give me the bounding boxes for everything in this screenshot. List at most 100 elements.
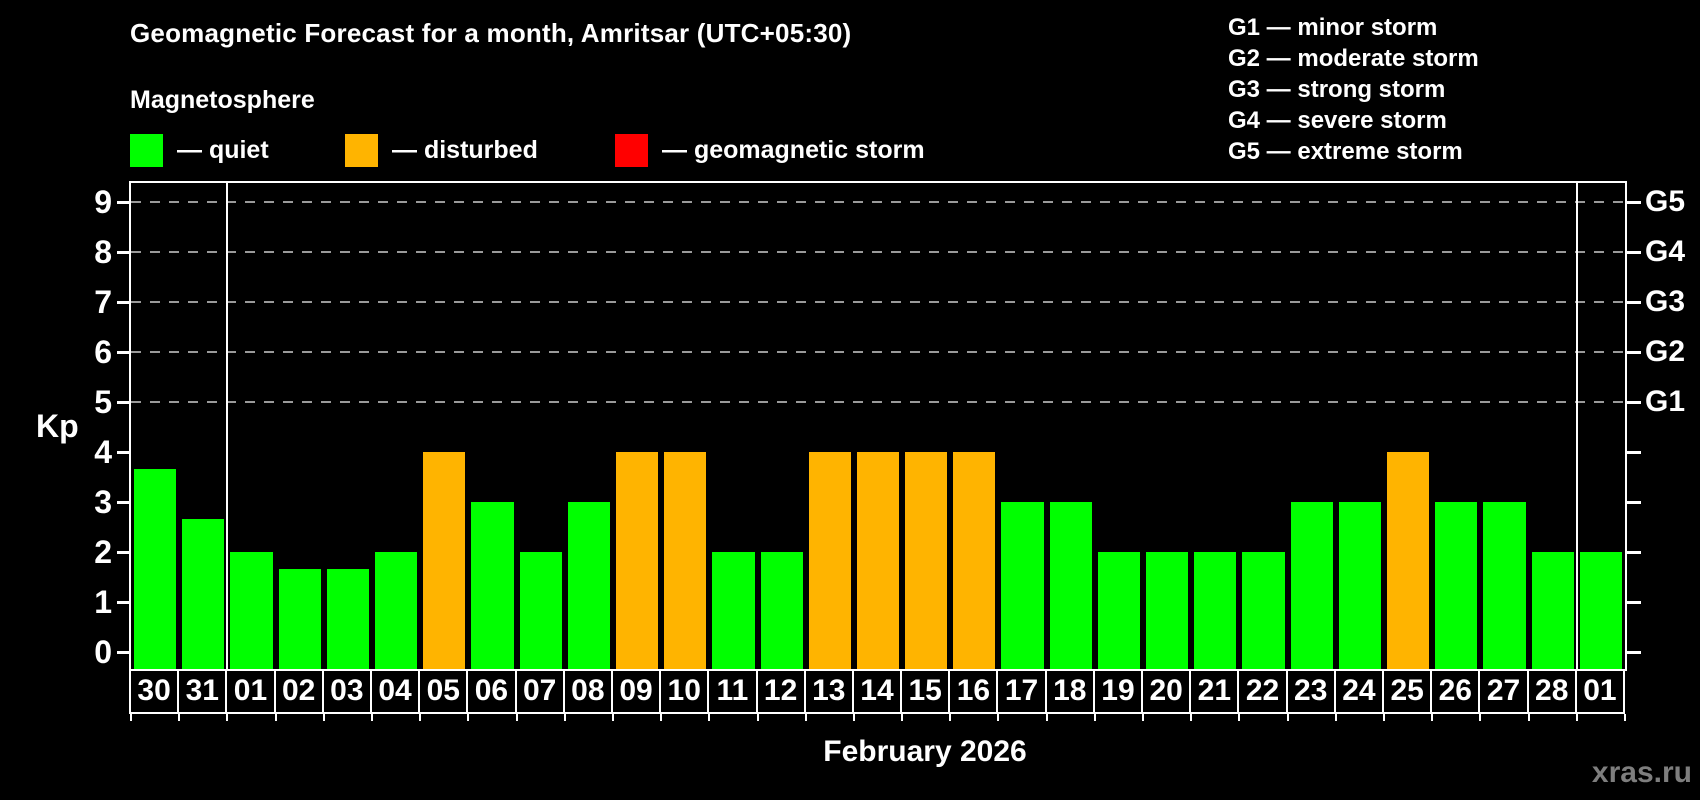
g-legend-line-2: G2 — moderate storm (1228, 45, 1479, 72)
day-cell-02: 02 (273, 669, 324, 714)
y-tick-5 (117, 400, 131, 404)
kp-bar-day-28 (1531, 552, 1574, 669)
kp-bar-day-10 (664, 452, 707, 669)
kp-bar-day-23 (1290, 502, 1333, 669)
g-scale-legend: G1 — minor storm G2 — moderate storm G3 — … (1228, 12, 1479, 167)
x-boundary-tick (1624, 714, 1626, 721)
quiet-swatch-icon (130, 133, 163, 167)
legend-label-quiet: — quiet (177, 135, 269, 164)
x-boundary-tick (515, 714, 518, 721)
kp-bar-day-18 (1049, 502, 1092, 669)
day-cell-07: 07 (514, 669, 565, 714)
g-axis-label-G1: G1 (1645, 385, 1686, 418)
kp-bar-day-31 (182, 518, 225, 669)
x-boundary-tick (611, 714, 614, 721)
kp-bar-day-30 (134, 468, 177, 669)
x-boundary-tick (901, 714, 904, 721)
x-boundary-tick (322, 714, 325, 721)
y-tick-7 (117, 300, 131, 304)
x-boundary-tick (1479, 714, 1482, 721)
day-cell-18: 18 (1044, 669, 1095, 714)
y-tick-label-0: 0 (94, 634, 112, 670)
g-tick-5 (1627, 400, 1641, 404)
x-boundary-tick (1431, 714, 1434, 721)
day-cell-20: 20 (1141, 669, 1192, 714)
legend-label-storm: — geomagnetic storm (662, 135, 925, 164)
x-boundary-tick (660, 714, 663, 721)
day-cell-01: 01 (225, 669, 276, 714)
day-cell-04: 04 (369, 669, 421, 714)
day-cell-12: 12 (755, 669, 806, 714)
y-tick-6 (117, 350, 131, 354)
legend-item-disturbed: — disturbed (345, 132, 538, 168)
x-axis-day-labels: 30 31 01 02 03 04 05 06 07 08 09 10 11 12 13 14 15 16 17 18… (0, 669, 1700, 714)
kp-bar-day-08 (567, 502, 610, 669)
x-boundary-tick (1190, 714, 1193, 721)
day-cell-27: 27 (1478, 669, 1529, 714)
g-tick-0 (1627, 650, 1641, 654)
day-cell-28: 28 (1526, 669, 1577, 714)
status-legend: — quiet — disturbed — geomagnetic storm (0, 132, 1000, 168)
x-boundary-tick (1334, 714, 1337, 721)
g-tick-3 (1627, 500, 1641, 504)
x-boundary-tick (467, 714, 470, 721)
y-tick-label-5: 5 (94, 384, 112, 420)
kp-bar-day-20 (1146, 552, 1189, 669)
y-tick-0 (117, 650, 131, 654)
gridline-kp9 (131, 201, 1625, 203)
y-tick-1 (117, 600, 131, 604)
g-axis-label-G5: G5 (1645, 185, 1686, 218)
legend-item-storm: — geomagnetic storm (615, 132, 925, 168)
x-boundary-tick (1527, 714, 1530, 721)
kp-bar-day-17 (1001, 502, 1044, 669)
kp-bar-day-12 (760, 552, 803, 669)
kp-bar-day-05 (423, 452, 466, 669)
day-cell-13: 13 (803, 669, 854, 714)
day-cell-17: 17 (996, 669, 1047, 714)
day-cell-25: 25 (1382, 669, 1433, 714)
g-legend-line-1: G1 — minor storm (1228, 14, 1438, 41)
g-axis-label-G3: G3 (1645, 285, 1686, 318)
y-axis-title: Kp (36, 408, 79, 444)
day-cell-10: 10 (659, 669, 710, 714)
y-tick-label-6: 6 (94, 334, 112, 370)
x-boundary-tick (997, 714, 1000, 721)
kp-bar-day-09 (615, 452, 659, 669)
g-tick-6 (1627, 350, 1641, 354)
g-legend-line-5: G5 — extreme storm (1228, 138, 1463, 165)
legend-label-disturbed: — disturbed (392, 135, 538, 164)
y-tick-3 (117, 500, 131, 504)
y-tick-label-9: 9 (94, 184, 112, 220)
page-title: Geomagnetic Forecast for a month, Amrits… (130, 18, 852, 48)
kp-bar-day-13 (808, 452, 851, 669)
kp-bar-day-15 (905, 452, 948, 669)
day-cell-08: 08 (562, 669, 613, 714)
y-tick-label-3: 3 (94, 484, 112, 520)
g-axis-label-G2: G2 (1645, 335, 1686, 368)
kp-bar-day-14 (856, 452, 900, 669)
gridline-kp8 (131, 251, 1625, 253)
gridline-kp5 (131, 401, 1625, 403)
day-cell-23: 23 (1285, 669, 1336, 714)
x-boundary-tick (226, 714, 229, 721)
kp-bar-day-25 (1387, 452, 1430, 669)
plot-area (129, 181, 1627, 671)
x-boundary-tick (1286, 714, 1289, 721)
day-cell-14: 14 (851, 669, 903, 714)
day-cell-26: 26 (1430, 669, 1481, 714)
x-boundary-tick (1575, 714, 1578, 721)
x-boundary-tick (1383, 714, 1386, 721)
legend-item-quiet: — quiet (130, 132, 269, 168)
x-boundary-tick (419, 714, 422, 721)
watermark: xras.ru (1591, 756, 1692, 789)
g-legend-line-4: G4 — severe storm (1228, 107, 1447, 134)
kp-bar-day-11 (712, 552, 755, 669)
g-tick-4 (1627, 450, 1641, 454)
y-tick-label-1: 1 (94, 584, 112, 620)
g-tick-1 (1627, 600, 1641, 604)
x-boundary-tick (852, 714, 855, 721)
day-cell-30: 30 (129, 669, 180, 714)
y-tick-2 (117, 550, 131, 554)
day-cell-05: 05 (418, 669, 469, 714)
